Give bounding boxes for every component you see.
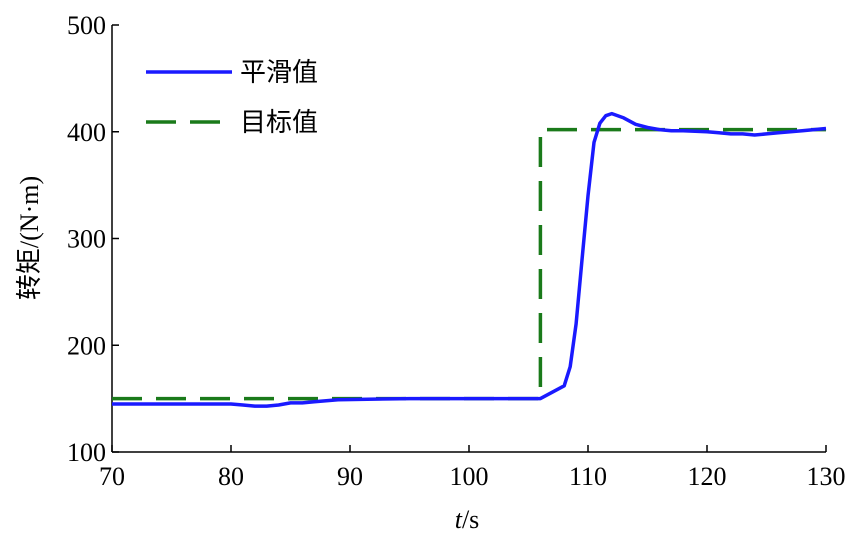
plot-frame: [111, 25, 826, 453]
y-axis-label: 转矩/(N·m): [15, 176, 44, 300]
x-tick-label: 100: [450, 462, 489, 491]
series-line-smoothed: [112, 111, 827, 408]
y-tick-label: 400: [67, 118, 106, 147]
legend-label: 目标值: [240, 108, 318, 138]
series-line-target: [112, 127, 826, 401]
x-tick-label: 80: [218, 462, 244, 491]
x-axis-label-var: t: [455, 505, 463, 534]
x-tick-label: 70: [99, 462, 125, 491]
x-tick-label: 120: [688, 462, 727, 491]
y-tick-label: 100: [67, 438, 106, 467]
y-tick-label: 500: [67, 11, 106, 40]
x-tick-label: 90: [337, 462, 363, 491]
x-tick-label: 110: [569, 462, 607, 491]
y-tick-label: 300: [67, 225, 106, 254]
series-layer: [112, 111, 827, 408]
x-axis-label: t/s: [455, 505, 480, 534]
y-tick-label: 200: [67, 331, 106, 360]
legend-label: 平滑值: [240, 58, 318, 88]
x-axis-label-unit: /s: [462, 505, 479, 534]
x-tick-label: 130: [807, 462, 846, 491]
ticks-layer: 70 80 90 100 110 120 130 100 200 300 400 500: [67, 11, 846, 491]
